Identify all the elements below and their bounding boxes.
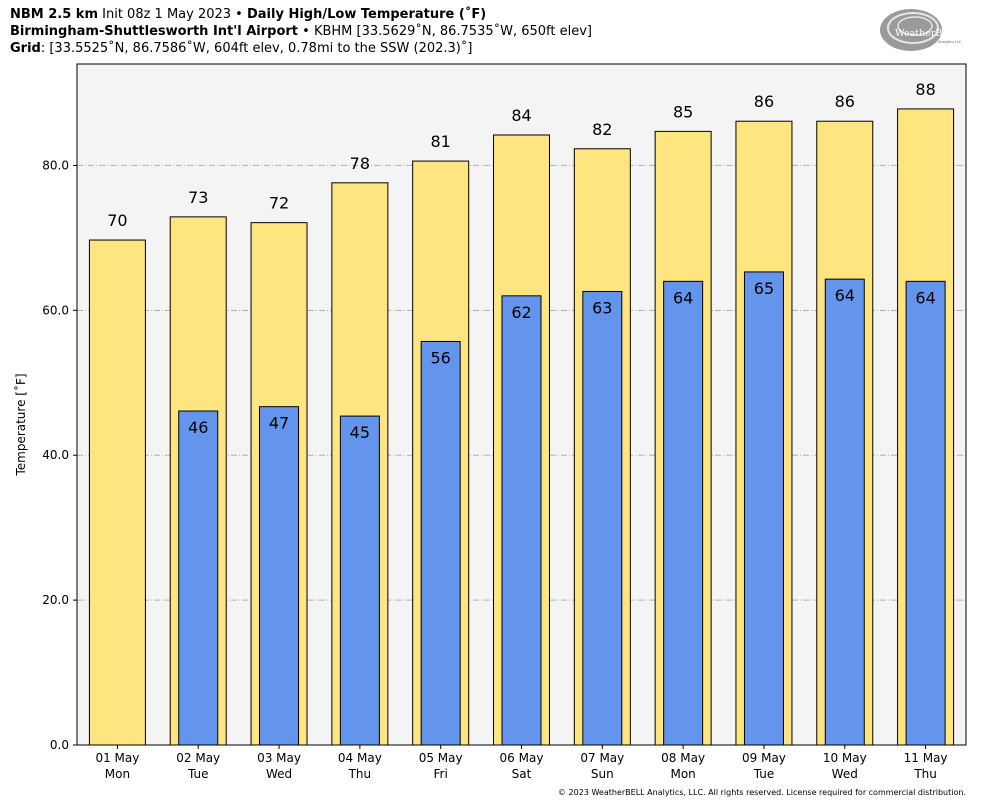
high-temp-label: 88	[915, 80, 935, 99]
x-tick-date: 10 May	[823, 751, 867, 765]
y-tick-label: 20.0	[42, 593, 69, 607]
x-tick-date: 08 May	[661, 751, 705, 765]
x-tick-date: 01 May	[95, 751, 139, 765]
low-temp-label: 64	[835, 286, 855, 305]
high-temp-label: 84	[511, 106, 531, 125]
copyright-notice: © 2023 WeatherBELL Analytics, LLC. All r…	[558, 788, 966, 797]
x-tick-weekday: Fri	[434, 767, 448, 781]
header-line-2: Birmingham-Shuttlesworth Int'l Airport •…	[10, 23, 592, 40]
low-temp-bar	[905, 280, 946, 746]
low-temp-bar	[663, 280, 704, 746]
high-temp-label: 86	[754, 92, 774, 111]
x-tick-date: 09 May	[742, 751, 786, 765]
low-temp-bar	[501, 295, 542, 746]
x-tick-date: 07 May	[580, 751, 624, 765]
low-temp-label: 56	[431, 348, 451, 367]
y-tick-label: 0.0	[50, 738, 69, 752]
low-temp-label: 45	[350, 423, 370, 442]
y-axis: 0.0 20.0 40.0 60.0 80.0	[42, 158, 77, 752]
x-tick-weekday: Tue	[187, 767, 209, 781]
x-tick-weekday: Wed	[832, 767, 858, 781]
header-line-1: NBM 2.5 km Init 08z 1 May 2023 • Daily H…	[10, 6, 486, 23]
high-temp-label: 72	[269, 194, 289, 213]
plot-frame	[76, 63, 967, 746]
data-labels: 70 73 46 72 47 78 45 81 56 84 62 82 63 85 64 86 65 86 64 88…	[107, 80, 936, 442]
high-temp-label: 85	[673, 102, 693, 121]
x-tick-weekday: Thu	[913, 767, 937, 781]
low-temp-label: 64	[915, 288, 935, 307]
low-temp-bar	[420, 340, 461, 746]
x-tick-date: 03 May	[257, 751, 301, 765]
high-temp-label: 82	[592, 120, 612, 139]
high-temp-bar	[88, 239, 146, 746]
low-temp-bar	[743, 271, 784, 746]
y-axis-label: Temperature [˚F]	[13, 373, 28, 476]
bars	[88, 108, 955, 746]
low-temp-bar	[339, 415, 380, 746]
x-tick-weekday: Wed	[266, 767, 292, 781]
high-temp-label: 73	[188, 188, 208, 207]
model-name: NBM 2.5 km	[10, 7, 98, 22]
low-temp-bar	[178, 410, 219, 746]
grid-details: : [33.5525˚N, 86.7586˚W, 604ft elev, 0.7…	[40, 41, 473, 56]
weatherbell-logo: WeatherBELL Analytics LLC	[880, 9, 963, 51]
high-temp-label: 70	[107, 211, 127, 230]
low-temp-label: 65	[754, 279, 774, 298]
product-title: Daily High/Low Temperature (˚F)	[246, 7, 487, 22]
high-temp-label: 81	[431, 132, 451, 151]
low-temp-bar	[824, 278, 865, 746]
x-tick-weekday: Thu	[348, 767, 372, 781]
low-temp-bar	[259, 406, 300, 746]
low-temp-label: 62	[511, 303, 531, 322]
x-axis: 01 May Mon 02 May Tue 03 May Wed 04 May Thu 05 M…	[95, 745, 948, 781]
x-tick-date: 05 May	[419, 751, 463, 765]
low-temp-bar	[582, 290, 623, 746]
high-temp-label: 78	[350, 154, 370, 173]
x-tick-date: 11 May	[904, 751, 948, 765]
grid-label: Grid	[10, 41, 41, 56]
y-tick-label: 40.0	[42, 448, 69, 462]
station-details: • KBHM [33.5629˚N, 86.7535˚W, 650ft elev…	[298, 24, 592, 39]
low-temp-label: 46	[188, 418, 208, 437]
x-tick-weekday: Mon	[670, 767, 695, 781]
x-tick-weekday: Sun	[591, 767, 614, 781]
x-tick-date: 04 May	[338, 751, 382, 765]
x-tick-weekday: Sat	[512, 767, 532, 781]
y-tick-label: 60.0	[42, 303, 69, 317]
low-temp-label: 64	[673, 288, 693, 307]
x-tick-weekday: Tue	[753, 767, 775, 781]
logo-subtext: Analytics LLC	[938, 40, 962, 44]
low-temp-label: 47	[269, 414, 289, 433]
x-tick-date: 06 May	[500, 751, 544, 765]
station-name: Birmingham-Shuttlesworth Int'l Airport	[10, 24, 299, 39]
low-temp-label: 63	[592, 298, 612, 317]
y-tick-label: 80.0	[42, 158, 69, 172]
x-tick-date: 02 May	[176, 751, 220, 765]
x-tick-weekday: Mon	[105, 767, 130, 781]
init-time: Init 08z 1 May 2023 •	[98, 7, 247, 22]
high-temp-label: 86	[835, 92, 855, 111]
header-line-3: Grid: [33.5525˚N, 86.7586˚W, 604ft elev,…	[10, 40, 472, 57]
logo-text: WeatherBELL	[895, 28, 963, 39]
